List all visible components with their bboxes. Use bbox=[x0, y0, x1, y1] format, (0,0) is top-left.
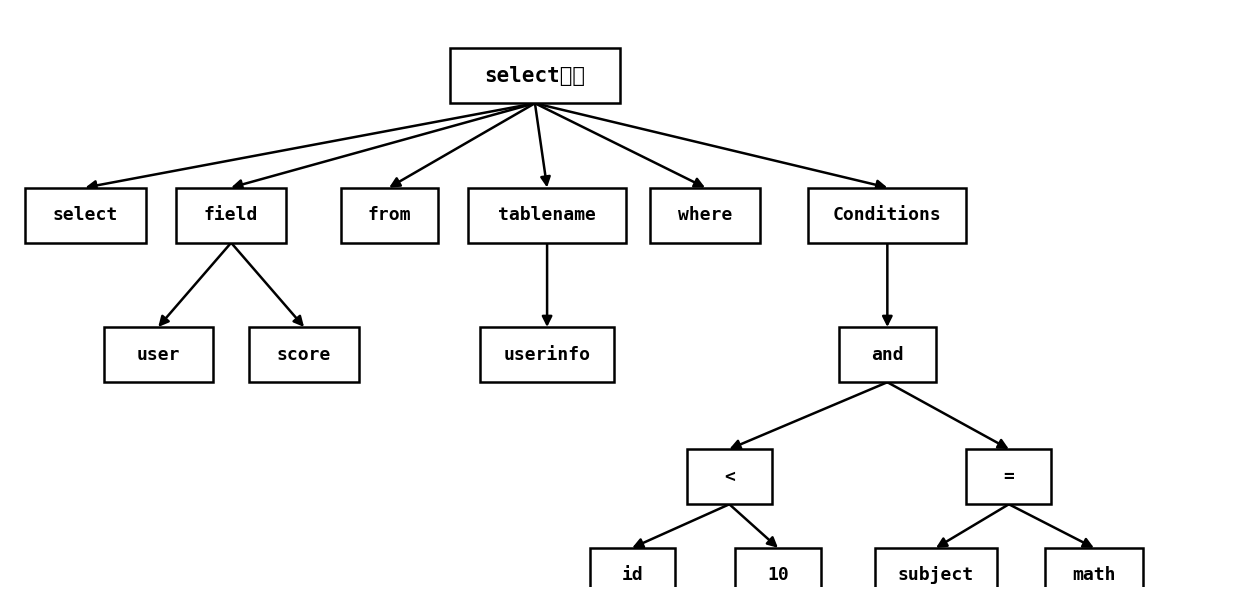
FancyBboxPatch shape bbox=[650, 187, 760, 243]
Text: math: math bbox=[1073, 566, 1116, 585]
FancyBboxPatch shape bbox=[808, 187, 966, 243]
FancyBboxPatch shape bbox=[341, 187, 438, 243]
Text: and: and bbox=[870, 346, 904, 364]
FancyBboxPatch shape bbox=[1045, 548, 1142, 593]
Text: from: from bbox=[367, 206, 410, 224]
Text: =: = bbox=[1003, 468, 1014, 486]
FancyBboxPatch shape bbox=[875, 548, 997, 593]
FancyBboxPatch shape bbox=[966, 449, 1052, 504]
FancyBboxPatch shape bbox=[838, 327, 936, 382]
Text: where: where bbox=[678, 206, 733, 224]
Text: <: < bbox=[724, 468, 735, 486]
FancyBboxPatch shape bbox=[176, 187, 285, 243]
FancyBboxPatch shape bbox=[467, 187, 626, 243]
FancyBboxPatch shape bbox=[25, 187, 146, 243]
Text: userinfo: userinfo bbox=[503, 346, 590, 364]
Text: score: score bbox=[277, 346, 331, 364]
FancyBboxPatch shape bbox=[589, 548, 675, 593]
FancyBboxPatch shape bbox=[249, 327, 358, 382]
FancyBboxPatch shape bbox=[450, 48, 620, 103]
Text: 10: 10 bbox=[768, 566, 789, 585]
FancyBboxPatch shape bbox=[735, 548, 821, 593]
Text: tablename: tablename bbox=[498, 206, 596, 224]
Text: user: user bbox=[136, 346, 180, 364]
Text: select语句: select语句 bbox=[485, 66, 585, 85]
FancyBboxPatch shape bbox=[480, 327, 614, 382]
Text: field: field bbox=[203, 206, 258, 224]
FancyBboxPatch shape bbox=[103, 327, 213, 382]
Text: Conditions: Conditions bbox=[833, 206, 941, 224]
FancyBboxPatch shape bbox=[687, 449, 771, 504]
Text: subject: subject bbox=[898, 566, 973, 585]
Text: id: id bbox=[621, 566, 644, 585]
Text: select: select bbox=[52, 206, 118, 224]
